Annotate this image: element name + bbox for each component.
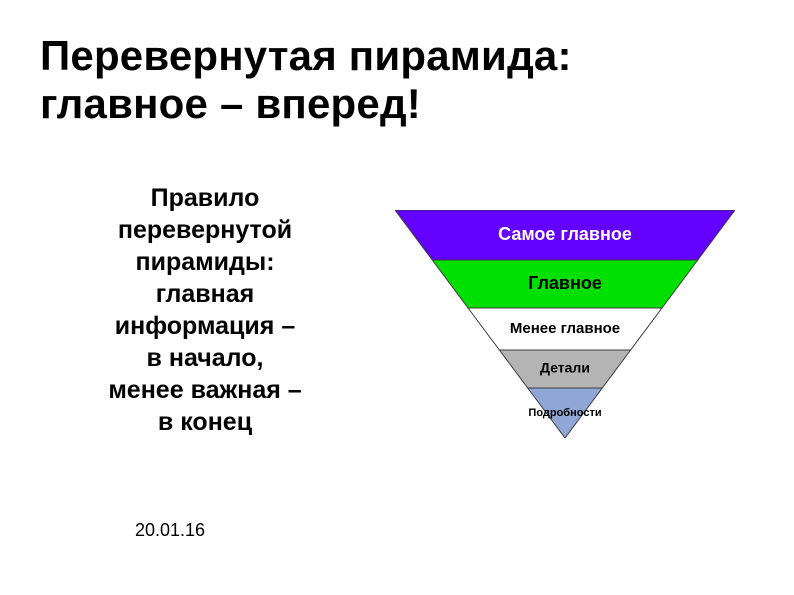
body-line-6: в начало, — [40, 342, 370, 374]
body-line-2: перевернутой — [40, 214, 370, 246]
body-line-7: менее важная – — [40, 374, 370, 406]
body-line-5: информация – — [40, 310, 370, 342]
inverted-pyramid: Самое главное Главное Менее главное Детали П… — [395, 210, 745, 443]
slide-title: Перевернутая пирамида: главное – вперед! — [40, 32, 572, 129]
slide-date: 20.01.16 — [135, 520, 205, 541]
pyramid-level-label-0: Самое главное — [498, 224, 632, 244]
slide: Перевернутая пирамида: главное – вперед!… — [0, 0, 794, 595]
body-line-8: в конец — [40, 406, 370, 438]
pyramid-level-label-1: Главное — [528, 273, 602, 293]
body-line-3: пирамиды: — [40, 246, 370, 278]
pyramid-level-label-3: Детали — [540, 360, 590, 376]
body-line-1: Правило — [40, 182, 370, 214]
title-line-2: главное – вперед! — [40, 80, 421, 127]
title-line-1: Перевернутая пирамида: — [40, 32, 572, 79]
body-text: Правило перевернутой пирамиды: главная и… — [40, 182, 370, 438]
pyramid-level-label-4: Подробности — [528, 407, 601, 419]
body-line-4: главная — [40, 278, 370, 310]
pyramid-level-label-2: Менее главное — [510, 320, 620, 337]
pyramid-svg: Самое главное Главное Менее главное Детали П… — [395, 210, 735, 438]
